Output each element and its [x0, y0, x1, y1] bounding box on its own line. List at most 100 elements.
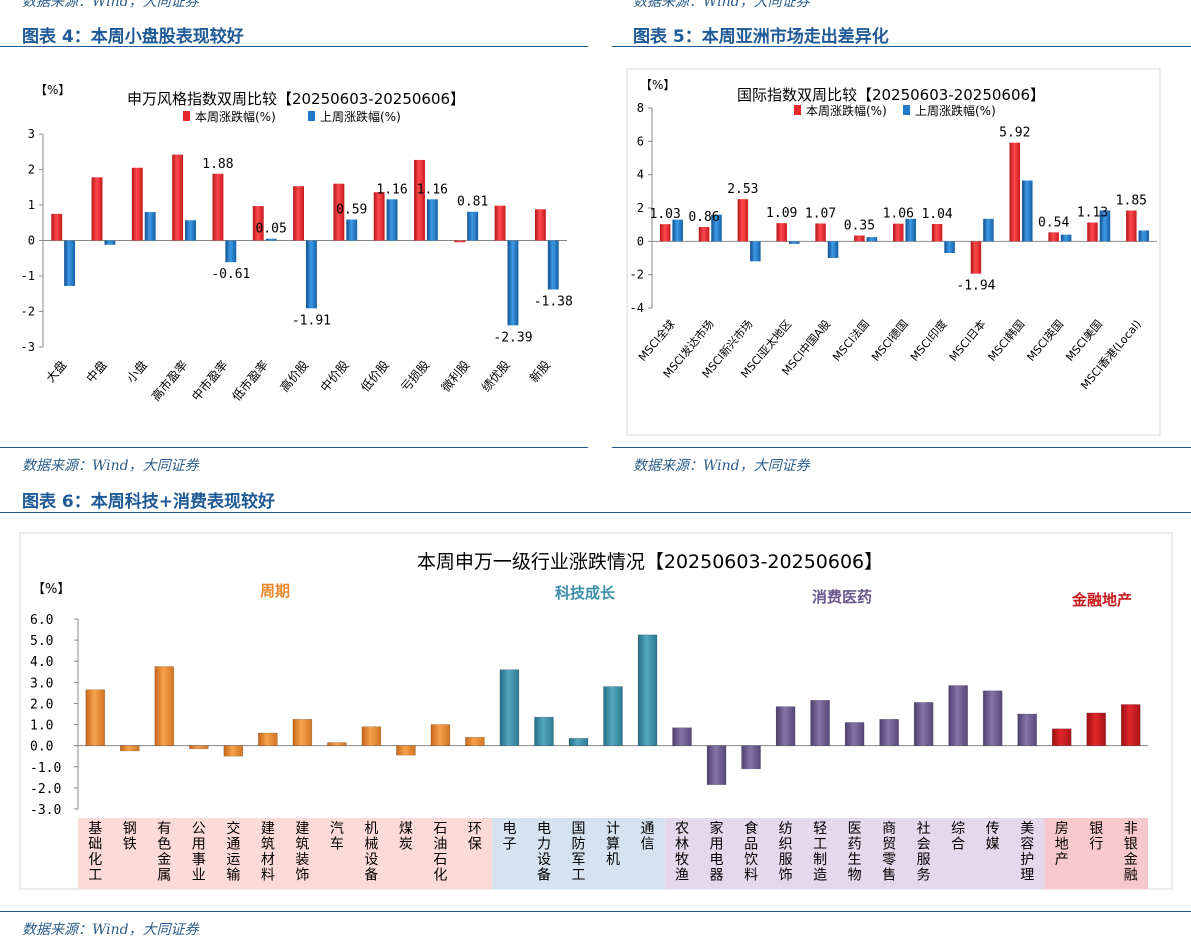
chart1-category-label: 中盘	[83, 357, 110, 385]
chart1-bar-this-week	[494, 205, 506, 241]
chart2-data-label: 5.92	[999, 126, 1030, 141]
chart3-bar-tech	[637, 634, 658, 746]
chart3-bar-consumer	[706, 745, 727, 786]
chart2-category-label: MSCI德国	[868, 317, 910, 364]
chart2-title: 国际指数双周比较【20250603-20250606】	[737, 86, 1045, 104]
chart1-bar-last-week	[426, 199, 438, 241]
fig4-source: 数据来源：Wind，大同证券	[22, 458, 199, 474]
chart2-bar-this-week	[737, 199, 749, 242]
chart3-ytick-label: -2.0	[30, 782, 61, 797]
chart3-category-label: 基础化工	[88, 820, 102, 884]
chart2-bar-this-week	[854, 235, 865, 242]
fig4-bottom-rule	[0, 447, 588, 448]
chart2-legend-this-week: 本周涨跌幅(%)	[806, 103, 887, 118]
chart3-bar-cycle	[292, 718, 313, 746]
chart3-ylabel: 【%】	[32, 582, 70, 597]
chart3-bar-cycle	[154, 666, 175, 746]
chart1-data-label: 0.05	[255, 222, 286, 237]
chart1-data-label: 1.88	[202, 157, 233, 172]
chart3-group-band-finance	[1044, 818, 1148, 889]
chart1-legend-last-week: 上周涨跌幅(%)	[320, 109, 401, 124]
chart2-ytick-label: 8	[637, 101, 644, 115]
chart1-bar-this-week	[131, 167, 143, 241]
chart1-category-label: 中价股	[317, 357, 352, 394]
chart1-legend-swatch-last-week	[308, 111, 315, 121]
chart3-category-label: 汽车	[330, 821, 344, 853]
chart2-bar-last-week	[944, 241, 955, 253]
chart3-bar-tech	[499, 669, 520, 746]
chart1-ytick-label: -2	[21, 305, 35, 319]
chart3-category-label: 社会服务	[917, 821, 931, 884]
chart3-bar-consumer	[741, 745, 761, 770]
chart3-category-label: 钢铁	[123, 821, 137, 853]
top-source-right: 数据来源：Wind，大同证券	[633, 0, 810, 10]
chart2-legend-swatch-last-week	[903, 105, 910, 115]
chart1-title: 申万风格指数双周比较【20250603-20250606】	[127, 90, 465, 108]
chart3-category-label: 煤炭	[399, 821, 413, 853]
chart3-category-label: 石油石化	[433, 821, 447, 884]
chart2-data-label: 1.03	[650, 207, 681, 222]
chart3-bar-consumer	[844, 722, 865, 746]
chart2-category-label: MSCI美国	[1063, 318, 1105, 364]
chart3-ytick-label: 4.0	[30, 655, 53, 670]
chart1-bar-last-week	[104, 240, 116, 245]
fig6-title: 图表 6：本周科技+消费表现较好	[22, 492, 275, 512]
chart1-bar-this-week	[252, 206, 264, 241]
chart3-bar-cycle	[361, 726, 382, 746]
chart2-category-label: MSCI全球	[635, 317, 677, 364]
chart3-group-band-consumer	[664, 818, 1045, 889]
chart2-ylabel: 【%】	[640, 78, 675, 92]
chart3-bar-consumer	[672, 727, 692, 746]
chart1-bar-last-week	[265, 238, 277, 241]
chart3-category-label: 商贸零售	[882, 821, 896, 884]
chart1-bar-last-week	[467, 211, 479, 241]
chart1-bar-last-week	[547, 240, 559, 290]
chart1-bar-last-week	[386, 199, 398, 241]
chart3-category-label: 电力设备	[537, 821, 551, 884]
chart1-data-label: 0.59	[336, 203, 367, 218]
chart1-bar-last-week	[64, 240, 76, 286]
chart2-ytick-label: 0	[637, 234, 644, 248]
chart3-ytick-label: 1.0	[30, 719, 53, 734]
fig5-frame	[626, 68, 1161, 436]
chart1-data-label: -1.38	[534, 294, 573, 309]
chart3-ytick-label: -3.0	[30, 803, 61, 818]
chart3-group-band-tech	[492, 818, 665, 889]
chart1-ytick-label: -3	[21, 340, 35, 354]
chart3-bar-consumer	[982, 690, 1003, 746]
chart1-data-label: -0.61	[211, 267, 250, 282]
chart2-bar-this-week	[776, 223, 787, 242]
chart1-category-label: 低价股	[358, 358, 392, 395]
chart1-data-label: -2.39	[493, 330, 532, 345]
chart2-data-label: 1.06	[883, 207, 914, 222]
chart1-ylabel: 【%】	[35, 83, 70, 97]
chart3-category-label: 非银金融	[1124, 821, 1138, 884]
chart1-category-label: 中市盈率	[188, 357, 230, 403]
chart3-category-label: 美容护理	[1020, 821, 1034, 884]
chart3-ytick-label: 5.0	[30, 634, 53, 649]
chart1-bar-this-week	[454, 240, 466, 243]
chart3-category-label: 综合	[951, 821, 965, 853]
chart3-title: 本周申万一级行业涨跌情况【20250603-20250606】	[417, 551, 883, 573]
chart1-data-label: 1.16	[417, 182, 448, 197]
chart2-bar-this-week	[815, 223, 826, 242]
fig4-title: 图表 4：本周小盘股表现较好	[22, 27, 244, 47]
chart2-bar-this-week	[1009, 142, 1021, 242]
chart2-bar-this-week	[931, 224, 943, 242]
chart3-category-label: 传媒	[986, 821, 1000, 853]
chart1-data-label: 1.16	[376, 182, 407, 197]
chart2-category-label: MSCI法国	[829, 317, 871, 364]
chart1-bar-this-week	[212, 173, 224, 241]
chart2-legend-last-week: 上周涨跌幅(%)	[915, 103, 996, 118]
chart1-bar-this-week	[293, 186, 304, 241]
chart2-bar-this-week	[698, 227, 710, 242]
fig4-top-rule	[0, 46, 588, 47]
chart1-ytick-label: 1	[28, 198, 35, 212]
chart1-bar-this-week	[414, 159, 425, 241]
chart3-category-label: 房地产	[1055, 821, 1069, 868]
chart2-data-label: 2.53	[727, 182, 758, 197]
chart3-category-label: 公用事业	[192, 821, 206, 884]
chart3-bar-consumer	[810, 699, 830, 746]
